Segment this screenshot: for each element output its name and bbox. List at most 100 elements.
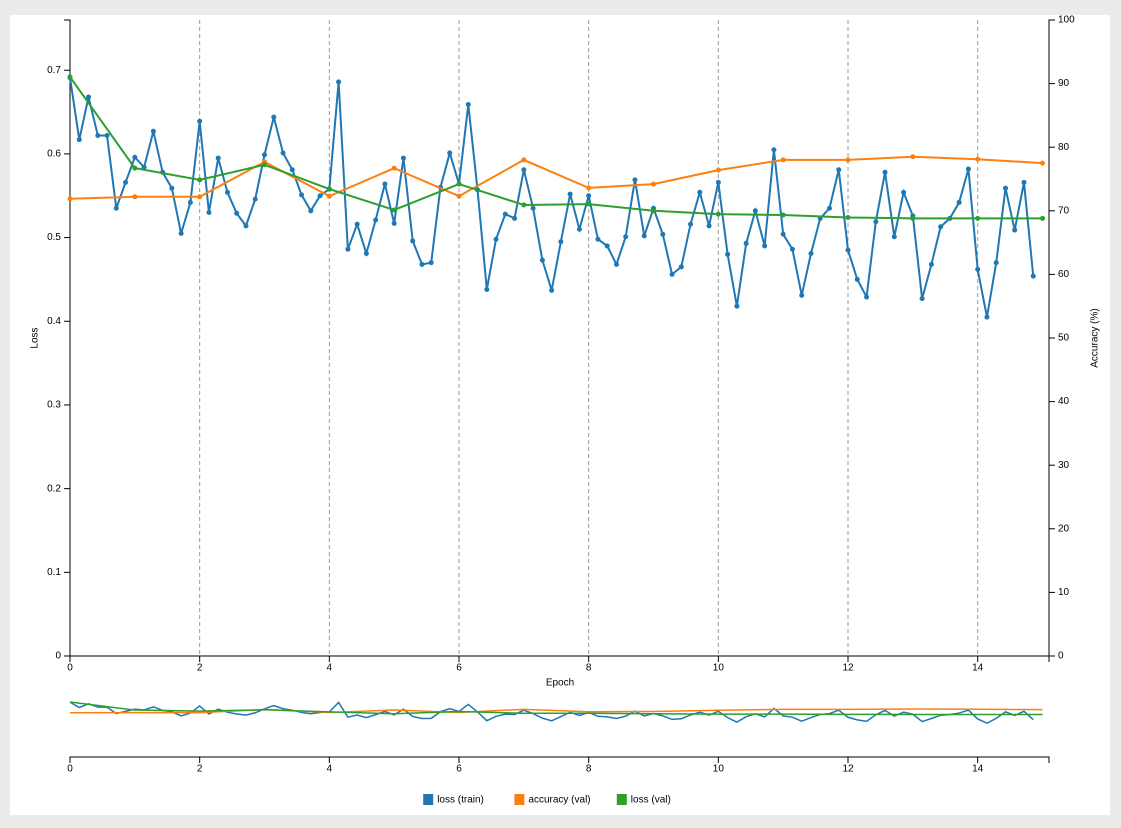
point <box>576 226 582 232</box>
point <box>95 132 101 138</box>
point <box>845 214 851 220</box>
point <box>604 243 610 249</box>
context-x-tick-label: 12 <box>842 764 854 775</box>
x-axis <box>69 655 1050 662</box>
legend-swatch <box>423 794 434 805</box>
point <box>521 202 527 208</box>
point <box>715 179 721 185</box>
point <box>808 250 814 256</box>
point <box>132 194 138 200</box>
y-tick-label: 0.1 <box>47 567 61 578</box>
point <box>521 157 527 163</box>
y2-tick-label: 60 <box>1058 269 1070 280</box>
point <box>734 303 740 309</box>
point <box>669 271 675 277</box>
point <box>1040 160 1046 166</box>
context-x-tick-label: 10 <box>713 764 725 775</box>
y-tick-label: 0.7 <box>47 65 61 76</box>
point <box>224 189 230 195</box>
y2-tick-label: 20 <box>1058 523 1070 534</box>
y2-tick-label: 40 <box>1058 396 1070 407</box>
point <box>141 164 147 170</box>
point <box>197 177 203 183</box>
point <box>197 194 203 200</box>
point <box>697 189 703 195</box>
y-tick-label: 0.2 <box>47 483 61 494</box>
point <box>938 224 944 230</box>
point <box>67 196 73 202</box>
point <box>391 207 397 213</box>
point <box>725 251 731 257</box>
point <box>132 165 138 171</box>
point <box>76 137 82 143</box>
point <box>465 102 471 108</box>
point <box>882 169 888 175</box>
point <box>1021 179 1027 185</box>
point <box>326 193 332 199</box>
x-tick-label: 14 <box>972 663 984 674</box>
point <box>493 236 499 242</box>
legend-label: accuracy (val) <box>528 795 590 806</box>
point <box>845 157 851 163</box>
point <box>641 233 647 239</box>
point <box>132 154 138 160</box>
legend-swatch <box>616 794 627 805</box>
point <box>456 181 462 187</box>
y-tick-label: 0.6 <box>47 149 61 160</box>
point <box>345 246 351 252</box>
y-tick-label: 0.5 <box>47 232 61 243</box>
point <box>419 261 425 267</box>
point <box>799 292 805 298</box>
context-x-tick-label: 8 <box>586 764 592 775</box>
point <box>789 246 795 252</box>
point <box>308 208 314 214</box>
point <box>86 94 92 100</box>
point <box>678 264 684 270</box>
y-tick-label: 0.3 <box>47 400 61 411</box>
y2-tick-label: 50 <box>1058 333 1070 344</box>
point <box>206 209 212 215</box>
point <box>660 231 666 237</box>
point <box>780 231 786 237</box>
point <box>178 230 184 236</box>
point <box>956 199 962 205</box>
y2-tick-label: 90 <box>1058 78 1070 89</box>
y2-axis-label: Accuracy (%) <box>1090 308 1101 367</box>
point <box>530 205 536 211</box>
point <box>169 185 175 191</box>
x-tick-label: 0 <box>67 663 73 674</box>
point <box>854 276 860 282</box>
y2-tick-label: 30 <box>1058 460 1070 471</box>
point <box>873 219 879 225</box>
point <box>336 79 342 85</box>
point <box>197 118 203 124</box>
series-line <box>69 76 1043 220</box>
context-x-tick-label: 4 <box>327 764 333 775</box>
point <box>651 208 657 214</box>
y2-tick-label: 10 <box>1058 587 1070 598</box>
point <box>1012 227 1018 233</box>
context-x-tick-label: 6 <box>456 764 462 775</box>
x-tick-label: 8 <box>586 663 592 674</box>
series-line <box>69 155 1043 200</box>
point <box>910 215 916 221</box>
point <box>558 239 564 245</box>
point <box>975 156 981 162</box>
point <box>113 205 119 211</box>
legend-label: loss (train) <box>437 795 484 806</box>
point <box>271 114 277 120</box>
point <box>595 236 601 242</box>
y2-tick-label: 80 <box>1058 142 1070 153</box>
point <box>845 247 851 253</box>
context-x-tick-label: 2 <box>197 764 203 775</box>
point <box>456 193 462 199</box>
point <box>586 201 592 207</box>
point <box>391 220 397 226</box>
point <box>864 294 870 300</box>
point <box>299 192 305 198</box>
y2-axis <box>1048 19 1055 656</box>
y-tick-label: 0 <box>55 651 61 662</box>
point <box>363 250 369 256</box>
